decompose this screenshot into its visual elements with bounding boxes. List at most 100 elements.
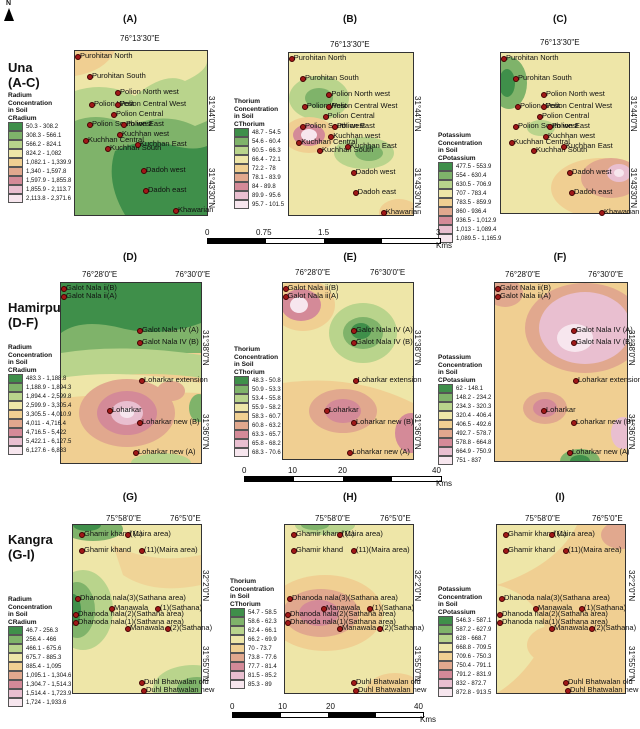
legend-una-thorium: Thorium Concentration in Soil CThorium 48.7…: [234, 98, 285, 209]
legend-label: 234.3 - 320.3: [456, 403, 492, 410]
una-a-site-marker: [105, 146, 111, 152]
ham-d-site-marker: [61, 294, 67, 300]
ham-e-site-label: Galot Nala ii(A): [287, 291, 339, 300]
legend-label: 48.7 - 54.5: [252, 129, 281, 136]
legend-row: 60.8 - 63.2: [234, 421, 281, 430]
panel-h-top-coord-2: 76°5'0"E: [380, 514, 411, 523]
legend-label: 860 - 936.4: [456, 208, 487, 215]
map-panel-h: [284, 524, 414, 694]
legend-label: 73.8 - 77.6: [248, 654, 277, 661]
kan-g-site-marker: [155, 606, 161, 612]
legend-row: 860 - 936.4: [438, 207, 501, 216]
legend-label: 2,599.9 - 3,305.4: [26, 402, 72, 409]
kan-h-site-marker: [321, 606, 327, 612]
una-a-site-marker: [87, 122, 93, 128]
una-c-site-label: Kuchhan west: [548, 131, 596, 140]
legend-label: 1,894.4 - 2,599.8: [26, 393, 72, 400]
panel-i-top-coord-1: 75°58'0"E: [525, 514, 561, 523]
panel-b-top-coord: 76°13'30"E: [330, 40, 370, 49]
legend-row: 63.3 - 65.7: [234, 430, 281, 439]
ham-f-site-label: Loharkar extension: [578, 375, 640, 384]
legend-label: 95.7 - 101.5: [252, 201, 285, 208]
legend-swatch: [230, 680, 245, 689]
ham-d-site-label: Galot Nala IV (B): [142, 337, 199, 346]
kan-g-site-marker: [79, 532, 85, 538]
una-a-site-marker: [173, 208, 179, 214]
legend-swatch: [8, 140, 23, 149]
kan-g-site-marker: [109, 606, 115, 612]
legend-label: 1,724 - 1,933.6: [26, 699, 67, 706]
legend-label: 148.2 - 234.2: [456, 394, 492, 401]
legend-row: 95.7 - 101.5: [234, 200, 284, 209]
kan-i-site-label: (Maira area): [554, 529, 595, 538]
legend-row: 751 - 837: [438, 456, 491, 465]
legend-row: 668.8 - 709.5: [438, 643, 491, 652]
legend-label: 256.4 - 466: [26, 636, 57, 643]
legend-row: 1,188.9 - 1,894.3: [8, 383, 71, 392]
kan-h-site-marker: [377, 626, 383, 632]
ham-e-site-marker: [351, 420, 357, 426]
kan-g-site-marker: [73, 612, 79, 618]
una-a-site-marker: [83, 138, 89, 144]
legend-label: 68.3 - 70.6: [252, 449, 281, 456]
legend-label: 1,095.1 - 1,304.6: [26, 672, 72, 679]
legend-swatch: [438, 207, 453, 216]
ham-e-site-label: Loharkar new (B): [356, 417, 414, 426]
kan-g-site-marker: [139, 680, 145, 686]
kan-h-site-marker: [337, 532, 343, 538]
una-c-site-marker: [531, 148, 537, 154]
ham-e-site-label: Galot Nala IV (B): [356, 337, 413, 346]
legend-label: 54.7 - 58.5: [248, 609, 277, 616]
legend-hamirpur-potassium: Potassium Concentration in Soil CPotassium …: [438, 354, 492, 465]
kan-i-site-marker: [497, 620, 503, 626]
legend-row: 89.9 - 95.6: [234, 191, 284, 200]
una-c-site-marker: [515, 104, 521, 110]
legend-swatch: [8, 383, 23, 392]
kan-h-site-marker: [367, 606, 373, 612]
legend-swatch: [438, 393, 453, 402]
una-a-site-label: Purohitan North: [80, 51, 133, 60]
legend-row: 58.6 - 62.3: [230, 617, 277, 626]
legend-swatch: [230, 617, 245, 626]
una-c-site-marker: [501, 56, 507, 62]
kan-h-site-marker: [351, 680, 357, 686]
legend-row: 4,716.5 - 5,422: [8, 428, 71, 437]
kan-i-site-label: Manawala: [538, 603, 573, 612]
ham-d-site-marker: [139, 378, 145, 384]
legend-swatch: [438, 616, 453, 625]
kan-h-site-label: Dhanoda nala(3)(Sathana area): [292, 593, 398, 602]
legend-swatch: [438, 216, 453, 225]
ham-e-site-marker: [351, 328, 357, 334]
legend-row: 791.2 - 831.9: [438, 670, 491, 679]
legend-row: 707 - 783.4: [438, 189, 501, 198]
kan-g-site-marker: [125, 532, 131, 538]
legend-row: 73.8 - 77.6: [230, 653, 277, 662]
kan-g-site-label: (2)(Sathana): [170, 623, 213, 632]
scale-tick: 0: [230, 702, 235, 711]
legend-swatch: [8, 626, 23, 635]
legend-label: 70 - 73.7: [248, 645, 272, 652]
ham-d-site-marker: [137, 420, 143, 426]
scale-tick: 20: [338, 466, 347, 475]
kan-h-site-label: (1)(Sathana): [372, 603, 415, 612]
kan-h-site-label: Ghamir khand: [296, 545, 344, 554]
legend-swatch: [438, 679, 453, 688]
una-c-site-marker: [569, 190, 575, 196]
panel-i-side-coord-1: 32°2'0"N: [627, 570, 636, 602]
legend-row: 546.3 - 587.1: [438, 616, 491, 625]
kan-i-site-marker: [563, 680, 569, 686]
kan-h-site-label: Dhanoda nala(2)(Sathana area): [290, 609, 396, 618]
kan-g-site-label: Duhl Bhatwalan old: [144, 677, 209, 686]
scale-tick: 1.5: [318, 228, 330, 237]
una-a-site-label: Kuchhan Central: [88, 135, 144, 144]
kan-g-site-label: (11)(Maira area): [144, 545, 198, 554]
map-panel-d: [60, 282, 202, 464]
scale-tick: 10: [278, 702, 287, 711]
legend-swatch: [8, 698, 23, 707]
panel-h-side-coord-1: 32°2'0"N: [413, 570, 422, 602]
legend-row: 65.8 - 68.2: [234, 439, 281, 448]
region-title-kangra: Kangra (G-I): [8, 532, 53, 562]
kan-g-site-marker: [79, 548, 85, 554]
kan-i-site-marker: [503, 532, 509, 538]
legend-row: 783.5 - 859.9: [438, 198, 501, 207]
